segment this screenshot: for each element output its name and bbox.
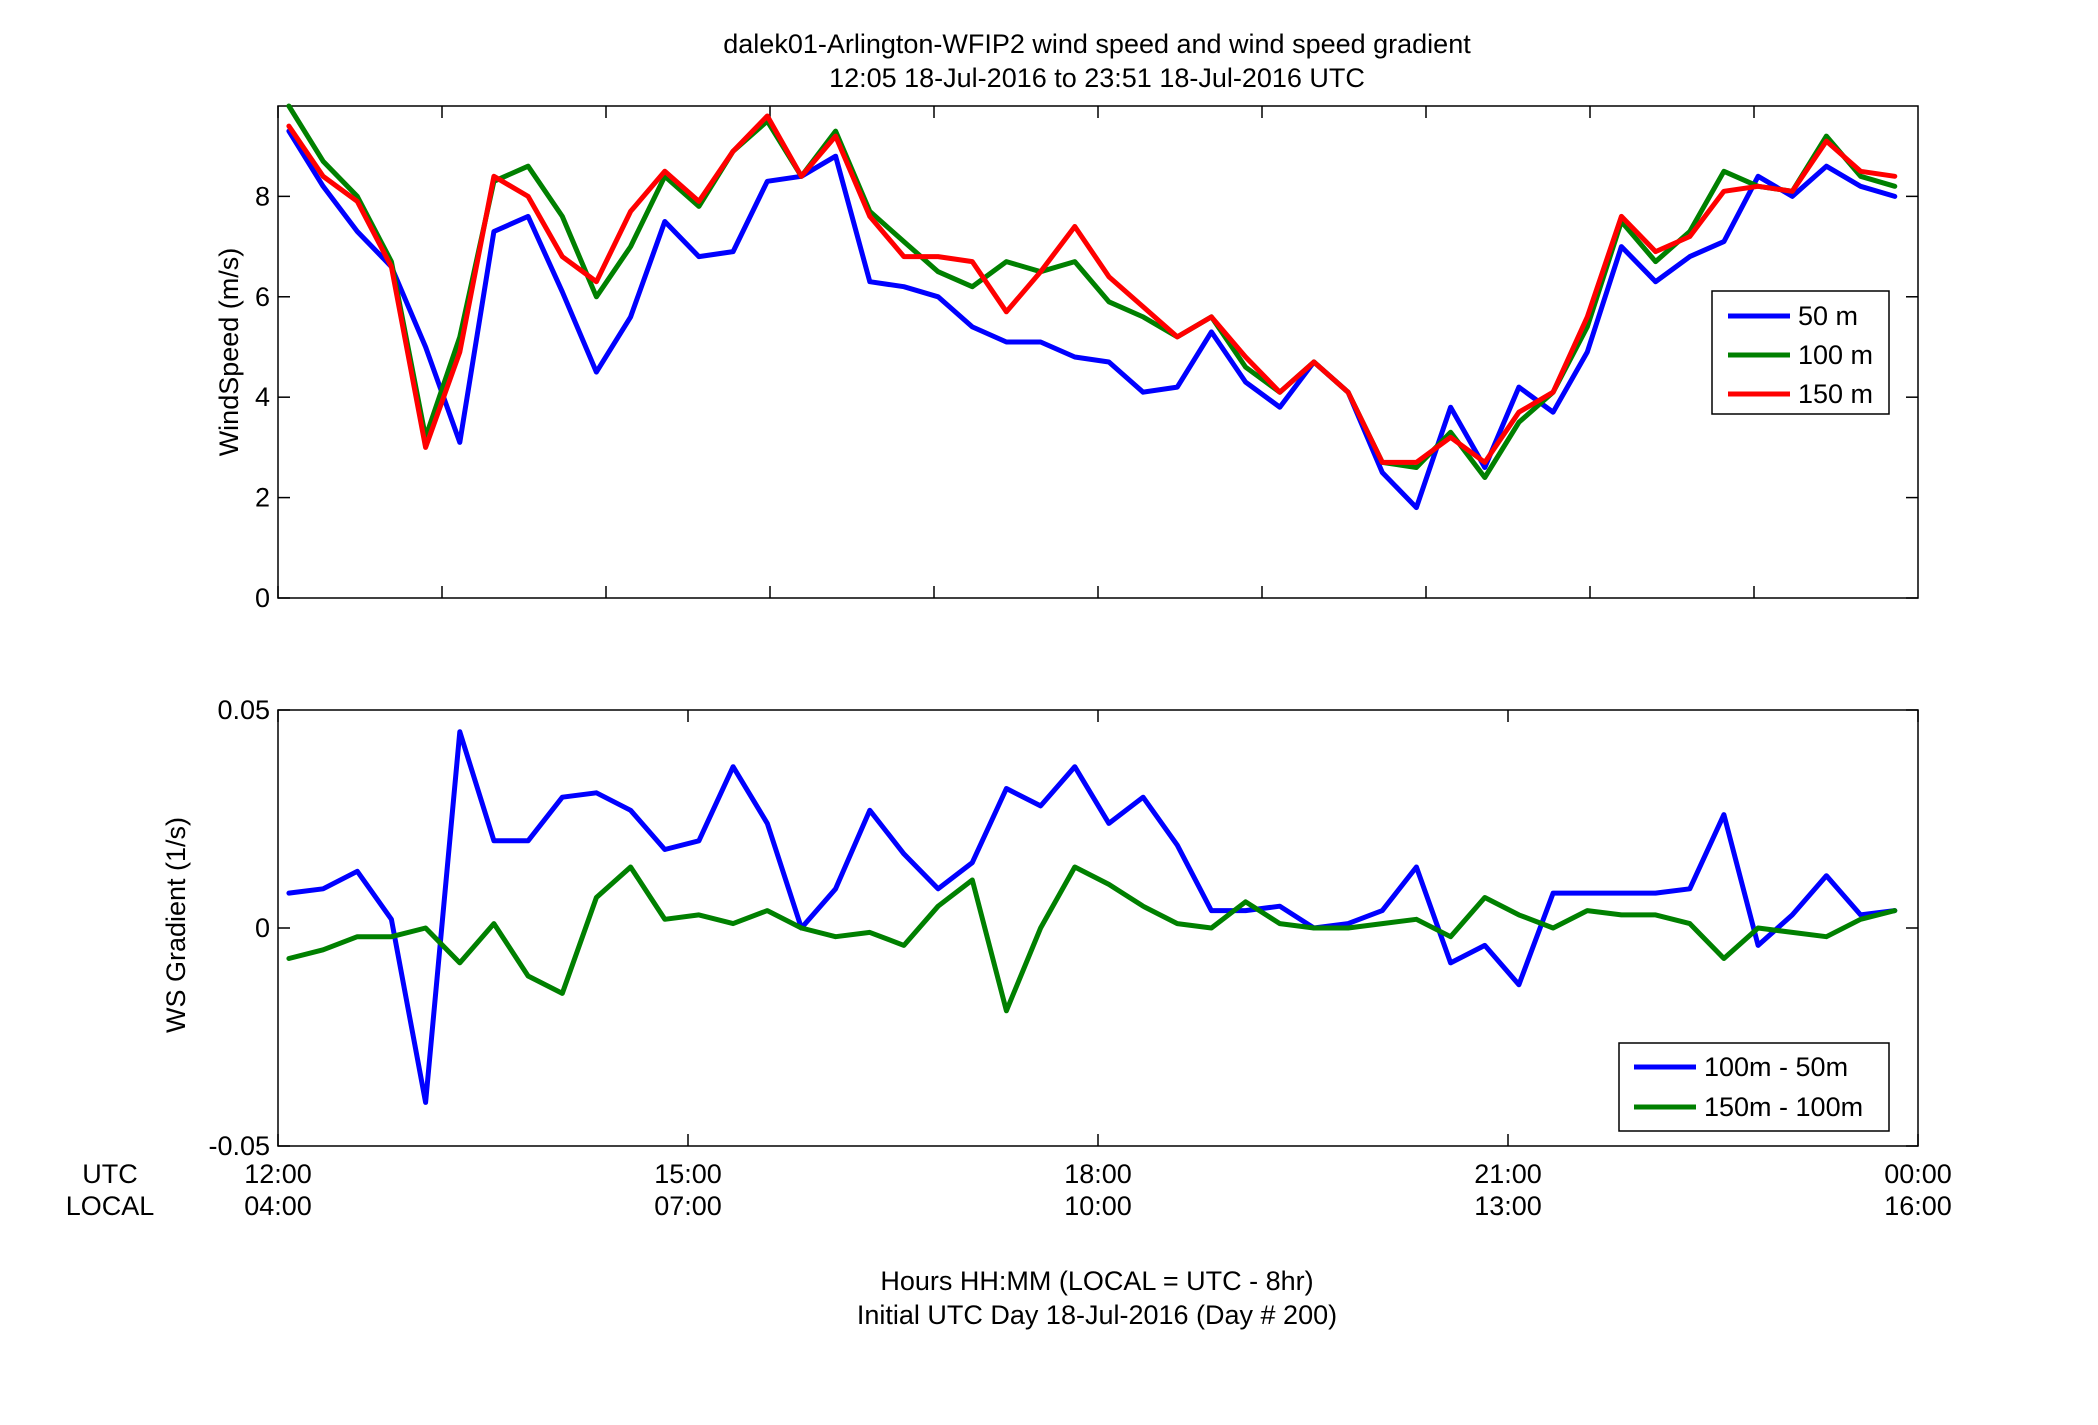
wind-speed-legend: 50 m 100 m 150 m <box>1711 290 1890 415</box>
wind-speed-y-ticks: 0 2 4 6 8 <box>255 181 1918 613</box>
wind-speed-y-tick-label: 4 <box>255 382 270 412</box>
wind-speed-series-150-m <box>286 113 1898 465</box>
wind-speed-y-tick-label: 8 <box>255 181 270 211</box>
x-axis-label-line1: Hours HH:MM (LOCAL = UTC - 8hr) <box>880 1266 1313 1296</box>
local-tick-label: 16:00 <box>1884 1191 1952 1221</box>
legend-label-150m: 150 m <box>1798 379 1873 409</box>
gradient-legend-box <box>1618 1042 1890 1132</box>
utc-row-label: UTC <box>82 1159 138 1189</box>
wind-speed-series-100-m <box>286 103 1898 480</box>
local-tick-label: 04:00 <box>244 1191 312 1221</box>
legend-label-150m-100m: 150m - 100m <box>1704 1092 1863 1122</box>
wind-speed-panel: 0 2 4 6 8 WindSpeed (m/s) 50 m 100 m 150 m <box>214 103 1919 613</box>
local-tick-label: 07:00 <box>654 1191 722 1221</box>
gradient-legend: 100m - 50m 150m - 100m <box>1618 1042 1890 1132</box>
local-row-label: LOCAL <box>66 1191 155 1221</box>
gradient-series-lines <box>286 729 1898 1105</box>
utc-tick-label: 15:00 <box>654 1159 722 1189</box>
wind-speed-y-tick-label: 2 <box>255 483 270 513</box>
chart-title-line1: dalek01-Arlington-WFIP2 wind speed and w… <box>723 29 1471 59</box>
local-tick-label: 13:00 <box>1474 1191 1542 1221</box>
wind-speed-series-lines <box>286 103 1898 511</box>
gradient-y-tick-label: -0.05 <box>208 1131 270 1161</box>
wind-speed-y-tick-label: 6 <box>255 282 270 312</box>
gradient-panel: -0.05 0 0.05 WS Gradient (1/s) 100m - 50m … <box>161 695 1919 1161</box>
gradient-y-tick-label: 0 <box>255 913 270 943</box>
x-axis-label-line2: Initial UTC Day 18-Jul-2016 (Day # 200) <box>857 1300 1337 1330</box>
wind-speed-series-50-m <box>286 128 1898 511</box>
utc-tick-label: 21:00 <box>1474 1159 1542 1189</box>
local-tick-label: 10:00 <box>1064 1191 1132 1221</box>
gradient-y-tick-label: 0.05 <box>217 695 270 725</box>
wind-speed-y-axis-label: WindSpeed (m/s) <box>214 248 244 457</box>
wind-speed-y-tick-label: 0 <box>255 583 270 613</box>
gradient-y-axis-label: WS Gradient (1/s) <box>161 817 191 1033</box>
gradient-y-ticks: -0.05 0 0.05 <box>208 695 1918 1161</box>
utc-tick-label: 12:00 <box>244 1159 312 1189</box>
legend-label-100m: 100 m <box>1798 340 1873 370</box>
gradient-series-100m-50m <box>286 729 1898 1105</box>
gradient-x-ticks <box>277 710 1919 1146</box>
wind-speed-plot-area <box>277 105 1919 599</box>
legend-label-100m-50m: 100m - 50m <box>1704 1052 1848 1082</box>
chart-title-line2: 12:05 18-Jul-2016 to 23:51 18-Jul-2016 U… <box>829 63 1365 93</box>
utc-tick-label: 18:00 <box>1064 1159 1132 1189</box>
gradient-series-150m-100m <box>286 864 1898 1014</box>
legend-label-50m: 50 m <box>1798 301 1858 331</box>
utc-tick-label: 00:00 <box>1884 1159 1952 1189</box>
